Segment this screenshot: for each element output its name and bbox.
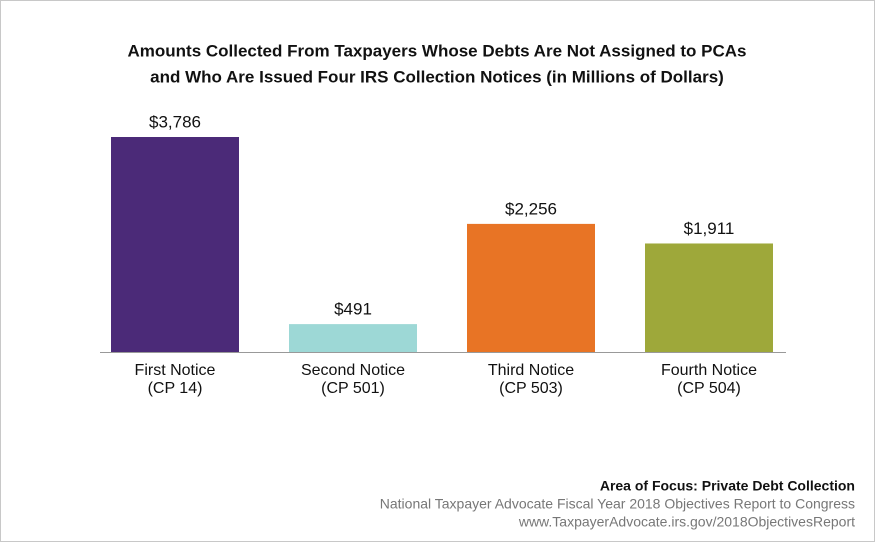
value-label: $2,256: [505, 199, 557, 218]
category-label: Fourth Notice: [661, 362, 757, 379]
bar: [645, 243, 773, 352]
source-url: www.TaxpayerAdvocate.irs.gov/2018Objecti…: [518, 514, 855, 530]
category-label: Third Notice: [488, 362, 574, 379]
bar: [111, 137, 239, 352]
value-label: $3,786: [149, 112, 201, 131]
chart-title: Amounts Collected From Taxpayers Whose D…: [127, 41, 746, 60]
bar: [289, 324, 417, 352]
focus-note: Area of Focus: Private Debt Collection: [600, 478, 855, 494]
category-label: Second Notice: [301, 362, 405, 379]
category-label: First Notice: [135, 362, 216, 379]
source-note: National Taxpayer Advocate Fiscal Year 2…: [380, 496, 855, 512]
bar: [467, 223, 595, 352]
category-label: (CP 501): [321, 380, 385, 397]
category-label: (CP 504): [677, 380, 741, 397]
chart-title: and Who Are Issued Four IRS Collection N…: [150, 67, 724, 86]
value-label: $1,911: [684, 219, 735, 238]
category-label: (CP 503): [499, 380, 563, 397]
value-label: $491: [334, 300, 372, 319]
category-label: (CP 14): [148, 380, 203, 397]
